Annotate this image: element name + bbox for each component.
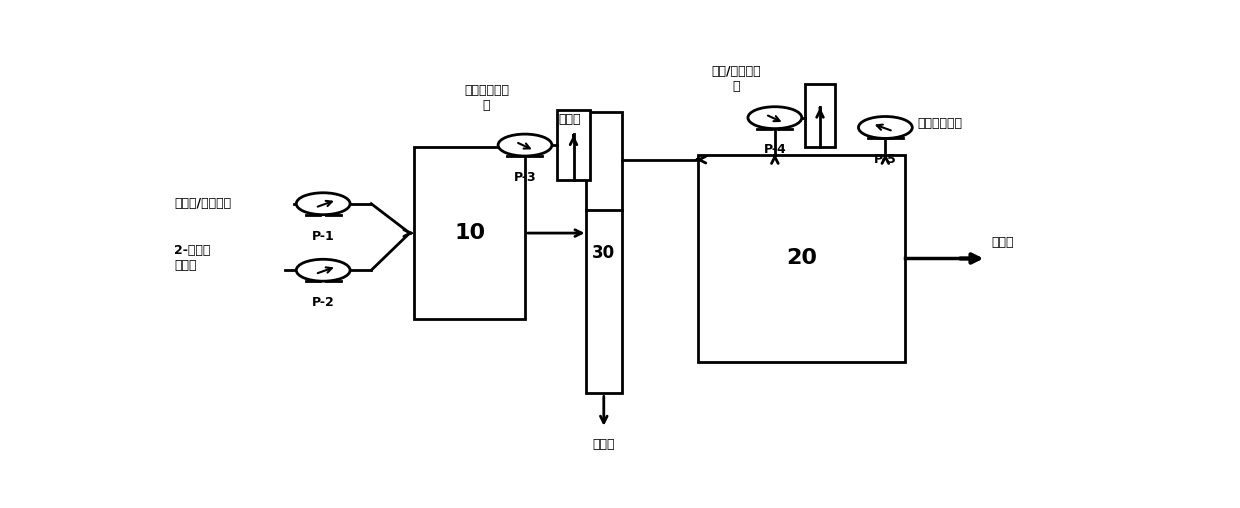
Text: P-4: P-4 [764, 143, 786, 156]
Text: 2-甲基四
氢呋喃: 2-甲基四 氢呋喃 [174, 244, 211, 272]
Text: 20: 20 [786, 248, 817, 269]
Circle shape [858, 116, 913, 138]
Text: 亚硝酸钠水溶
液: 亚硝酸钠水溶 液 [464, 84, 510, 112]
Text: P-5: P-5 [874, 153, 897, 166]
Text: P-1: P-1 [311, 230, 335, 242]
Text: 接收罐: 接收罐 [991, 236, 1013, 249]
Circle shape [748, 107, 802, 129]
Text: 30: 30 [593, 244, 615, 262]
Circle shape [498, 134, 552, 156]
Bar [557, 110, 590, 180]
Text: 废水相: 废水相 [593, 438, 615, 451]
Circle shape [296, 193, 350, 215]
Bar [414, 147, 525, 319]
Text: 烯烃/催化剂溶
液: 烯烃/催化剂溶 液 [712, 65, 761, 92]
Text: P-2: P-2 [311, 296, 335, 309]
Circle shape [296, 259, 350, 281]
Text: 10: 10 [454, 223, 485, 243]
Text: P-3: P-3 [513, 171, 536, 184]
Bar [698, 155, 904, 362]
Text: 有机相: 有机相 [558, 113, 580, 126]
Text: 氢氧化钾溶液: 氢氧化钾溶液 [918, 117, 962, 130]
Bar [585, 112, 622, 393]
Bar [805, 84, 836, 147]
Text: 甲基脲/盐酸溶液: 甲基脲/盐酸溶液 [174, 197, 232, 210]
